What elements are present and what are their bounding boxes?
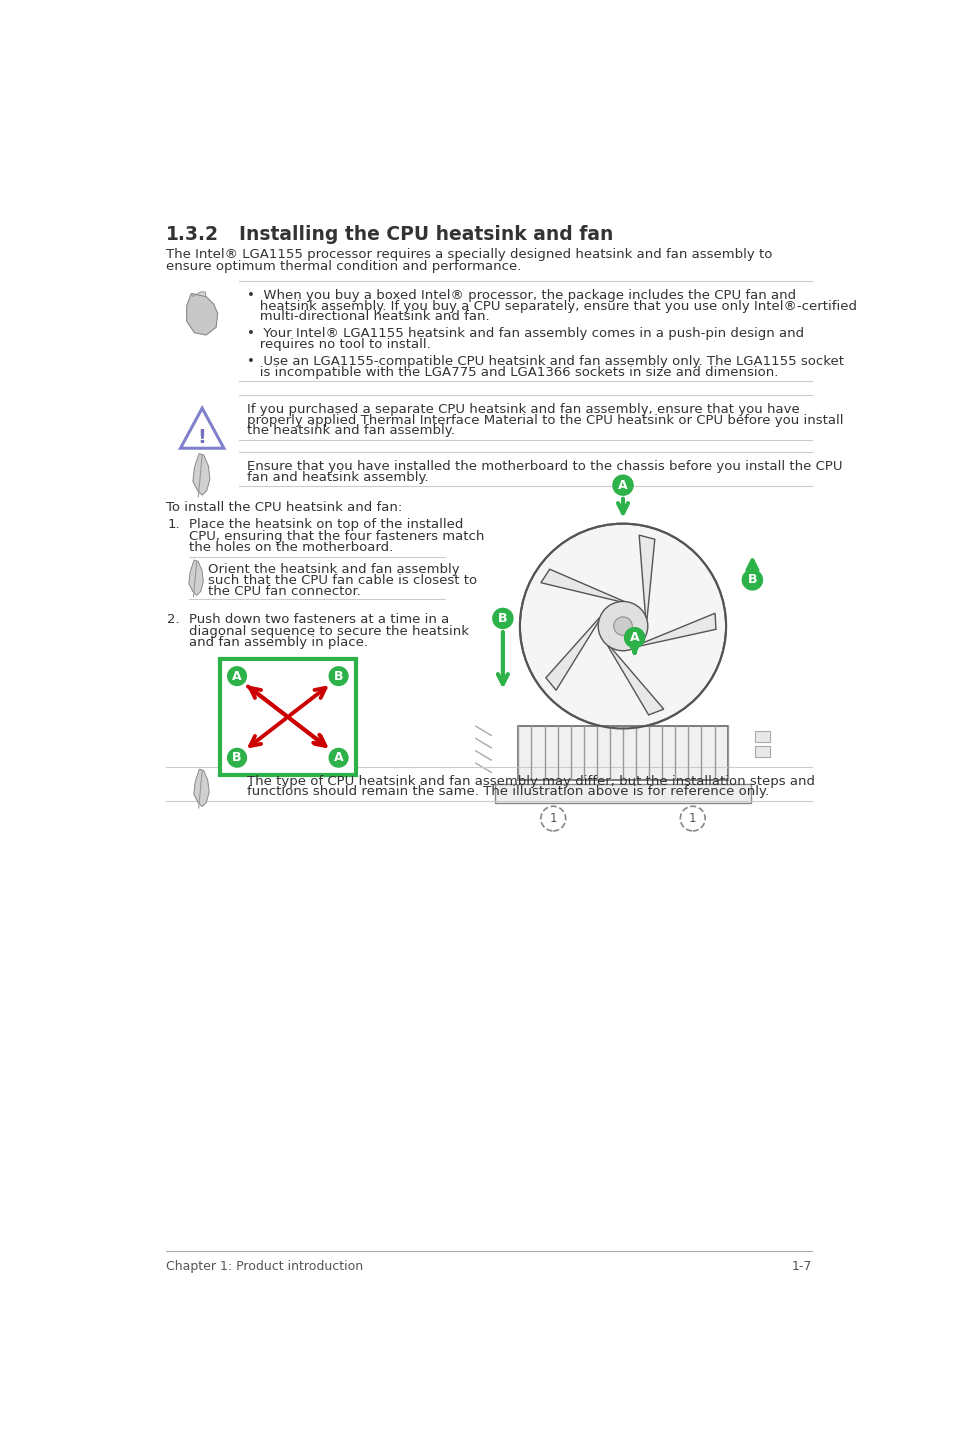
Text: the heatsink and fan assembly.: the heatsink and fan assembly. (247, 424, 455, 437)
Text: requires no tool to install.: requires no tool to install. (247, 338, 431, 351)
Text: •  When you buy a boxed Intel® processor, the package includes the CPU fan and: • When you buy a boxed Intel® processor,… (247, 289, 796, 302)
Text: To install the CPU heatsink and fan:: To install the CPU heatsink and fan: (166, 502, 401, 515)
Polygon shape (180, 408, 224, 449)
Text: the CPU fan connector.: the CPU fan connector. (208, 584, 361, 598)
Text: The type of CPU heatsink and fan assembly may differ, but the installation steps: The type of CPU heatsink and fan assembl… (247, 775, 814, 788)
Text: A: A (334, 751, 343, 764)
Polygon shape (193, 453, 210, 495)
Text: Orient the heatsink and fan assembly: Orient the heatsink and fan assembly (208, 562, 459, 577)
Text: heatsink assembly. If you buy a CPU separately, ensure that you use only Intel®-: heatsink assembly. If you buy a CPU sepa… (247, 299, 856, 312)
Polygon shape (545, 617, 599, 690)
Text: •  Use an LGA1155-compatible CPU heatsink and fan assembly only. The LGA1155 soc: • Use an LGA1155-compatible CPU heatsink… (247, 355, 843, 368)
Polygon shape (540, 569, 623, 601)
FancyBboxPatch shape (517, 726, 727, 779)
Text: 1-7: 1-7 (791, 1260, 811, 1273)
Polygon shape (192, 292, 206, 296)
Text: 1.3.2: 1.3.2 (166, 224, 218, 244)
Text: multi-directional heatsink and fan.: multi-directional heatsink and fan. (247, 311, 489, 324)
Text: such that the CPU fan cable is closest to: such that the CPU fan cable is closest t… (208, 574, 477, 587)
Text: If you purchased a separate CPU heatsink and fan assembly, ensure that you have: If you purchased a separate CPU heatsink… (247, 403, 799, 416)
Polygon shape (639, 535, 654, 620)
Text: The Intel® LGA1155 processor requires a specially designed heatsink and fan asse: The Intel® LGA1155 processor requires a … (166, 247, 771, 262)
Circle shape (612, 475, 633, 495)
Text: is incompatible with the LGA775 and LGA1366 sockets in size and dimension.: is incompatible with the LGA775 and LGA1… (247, 365, 778, 378)
Text: ensure optimum thermal condition and performance.: ensure optimum thermal condition and per… (166, 260, 520, 273)
Circle shape (741, 569, 761, 590)
Circle shape (328, 666, 348, 686)
Text: properly applied Thermal Interface Material to the CPU heatsink or CPU before yo: properly applied Thermal Interface Mater… (247, 414, 842, 427)
Text: A: A (232, 670, 242, 683)
Text: Place the heatsink on top of the installed: Place the heatsink on top of the install… (189, 518, 463, 531)
Text: Installing the CPU heatsink and fan: Installing the CPU heatsink and fan (239, 224, 613, 244)
Text: the holes on the motherboard.: the holes on the motherboard. (189, 541, 393, 555)
Circle shape (227, 748, 247, 768)
Text: •  Your Intel® LGA1155 heatsink and fan assembly comes in a push-pin design and: • Your Intel® LGA1155 heatsink and fan a… (247, 328, 803, 341)
Circle shape (328, 748, 348, 768)
Polygon shape (189, 559, 203, 595)
FancyBboxPatch shape (754, 731, 769, 742)
Text: 1: 1 (549, 812, 557, 825)
Polygon shape (220, 659, 355, 775)
Polygon shape (193, 769, 209, 807)
Circle shape (613, 617, 632, 636)
Circle shape (227, 666, 247, 686)
Text: functions should remain the same. The illustration above is for reference only.: functions should remain the same. The il… (247, 785, 768, 798)
Text: CPU, ensuring that the four fasteners match: CPU, ensuring that the four fasteners ma… (189, 529, 484, 542)
Polygon shape (636, 613, 715, 647)
Circle shape (598, 601, 647, 651)
FancyBboxPatch shape (754, 746, 769, 756)
Text: Ensure that you have installed the motherboard to the chassis before you install: Ensure that you have installed the mothe… (247, 460, 841, 473)
Text: and fan assembly in place.: and fan assembly in place. (189, 636, 368, 649)
Text: B: B (747, 574, 757, 587)
Text: !: ! (197, 429, 207, 447)
Text: B: B (334, 670, 343, 683)
Text: 1.: 1. (167, 518, 180, 531)
Circle shape (493, 608, 513, 628)
FancyBboxPatch shape (495, 784, 750, 804)
Text: A: A (629, 631, 639, 644)
Text: Chapter 1: Product introduction: Chapter 1: Product introduction (166, 1260, 362, 1273)
Text: fan and heatsink assembly.: fan and heatsink assembly. (247, 470, 428, 483)
Text: diagonal sequence to secure the heatsink: diagonal sequence to secure the heatsink (189, 624, 469, 637)
Text: Push down two fasteners at a time in a: Push down two fasteners at a time in a (189, 613, 449, 626)
Polygon shape (607, 646, 663, 715)
Text: B: B (233, 751, 241, 764)
Circle shape (624, 627, 644, 647)
Text: 1: 1 (688, 812, 696, 825)
Polygon shape (187, 293, 217, 335)
Text: A: A (618, 479, 627, 492)
Circle shape (519, 523, 725, 729)
Text: B: B (497, 613, 507, 626)
Text: 2.: 2. (167, 613, 180, 626)
